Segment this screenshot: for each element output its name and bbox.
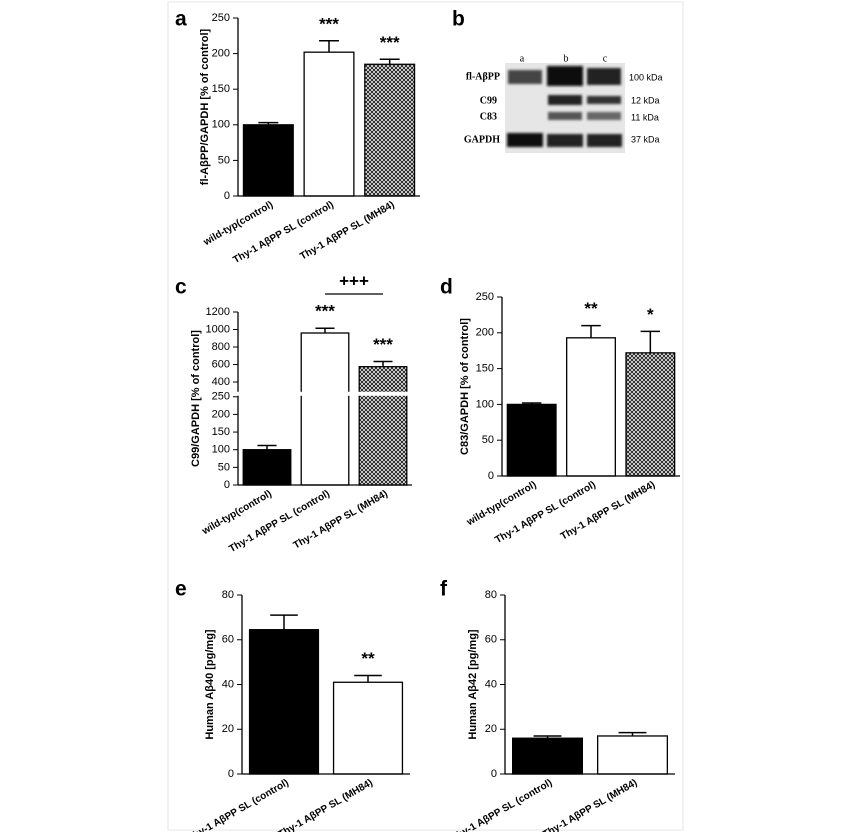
y-tick-label: 40: [222, 678, 234, 690]
blot-panel: b a b c fl-AβPP C99 C83 GAPDH 100 kDa 12…: [452, 8, 663, 153]
panel-letter: c: [175, 276, 187, 299]
row-label: fl-AβPP: [466, 71, 500, 82]
bar: [332, 681, 404, 775]
bar: [364, 63, 416, 197]
y-tick-label: 250: [212, 391, 230, 403]
y-tick-label: 0: [224, 190, 230, 202]
y-tick-label: 100: [476, 398, 494, 410]
annotation: ***: [380, 33, 400, 52]
bar: [512, 737, 584, 775]
annotation: ***: [373, 335, 393, 354]
x-tick-label: Thy-1 AβPP SL (MH84): [277, 777, 375, 832]
y-axis-label: Human Aβ40 [pg/mg]: [204, 629, 216, 740]
bar: [625, 352, 676, 477]
y-tick-label: 100: [212, 444, 230, 456]
bar: [303, 51, 355, 197]
y-tick-label: 400: [212, 376, 230, 388]
y-tick-label: 200: [212, 408, 230, 420]
y-tick-label: 200: [476, 327, 494, 339]
size-label: 11 kDa: [631, 112, 659, 122]
x-tick-label: Thy-1 AβPP SL (MH84): [559, 479, 657, 542]
y-tick-label: 150: [476, 363, 494, 375]
x-tick-label: Thy-1 AβPP SL (control): [227, 488, 331, 555]
y-tick-label: 50: [482, 434, 494, 446]
y-tick-label: 200: [212, 48, 230, 60]
lane-label: c: [603, 53, 608, 64]
row-label: C83: [480, 111, 497, 122]
annotation: *: [647, 305, 654, 324]
size-label: 37 kDa: [631, 134, 660, 144]
bar: [248, 629, 320, 775]
y-tick-label: 100: [212, 119, 230, 131]
annotation: ***: [319, 14, 339, 33]
panel-letter: d: [440, 276, 453, 299]
y-tick-label: 20: [222, 723, 234, 735]
bar: [300, 332, 350, 486]
chart-panel: a fl-AβPP/GAPDH [% of control] 0 50 100 150 20…: [175, 8, 420, 266]
y-tick-label: 80: [485, 589, 497, 601]
bar: [566, 337, 616, 477]
x-tick-label: Thy-1 AβPP SL (control): [231, 199, 335, 266]
panel-letter: b: [452, 8, 465, 31]
x-tick-label: Thy-1 AβPP SL (control): [186, 777, 290, 832]
y-tick-label: 150: [212, 83, 230, 95]
x-tick-label: Thy-1 AβPP SL (control): [450, 777, 554, 832]
y-tick-label: 80: [222, 589, 234, 601]
bar: [506, 403, 557, 477]
bar: [358, 366, 408, 486]
y-tick-label: 0: [488, 470, 494, 482]
y-axis-label: fl-AβPP/GAPDH [% of control]: [199, 28, 211, 185]
panel-letter: e: [175, 578, 187, 601]
y-tick-label: 0: [228, 768, 234, 780]
size-label: 12 kDa: [631, 95, 660, 105]
size-label: 100 kDa: [629, 72, 663, 82]
annotation: **: [584, 299, 598, 318]
y-tick-label: 800: [212, 341, 230, 353]
bar: [242, 449, 292, 486]
lane-label: a: [520, 53, 525, 64]
bar: [242, 124, 294, 197]
y-tick-label: 600: [212, 358, 230, 370]
y-axis-label: C99/GAPDH [% of control]: [190, 330, 202, 467]
y-tick-label: 0: [491, 768, 497, 780]
y-tick-label: 50: [218, 461, 230, 473]
y-tick-label: 60: [485, 634, 497, 646]
x-tick-label: Thy-1 AβPP SL (MH84): [541, 777, 639, 832]
y-tick-label: 60: [222, 634, 234, 646]
annotation: **: [361, 649, 375, 668]
y-tick-label: 250: [212, 12, 230, 24]
y-tick-label: 50: [218, 154, 230, 166]
chart-panel: c C99/GAPDH [% of control] 0 50 100 150 200 250…: [175, 271, 414, 555]
bar: [597, 735, 669, 775]
y-tick-label: 1200: [206, 306, 230, 318]
axis-break: [232, 391, 414, 396]
y-tick-label: 20: [485, 723, 497, 735]
chart-panel: f Human Aβ42 [pg/mg] 0 20 40 60 80 Thy-1 AβPP S…: [440, 578, 675, 832]
annotation: ***: [315, 302, 335, 321]
x-tick-label: Thy-1 AβPP SL (control): [493, 479, 597, 546]
y-axis-label: Human Aβ42 [pg/mg]: [467, 629, 479, 740]
row-label: GAPDH: [464, 134, 500, 145]
blot-bands: [507, 66, 622, 147]
y-tick-label: 40: [485, 678, 497, 690]
lane-label: b: [564, 53, 569, 64]
y-tick-label: 150: [212, 426, 230, 438]
panel-letter: f: [440, 578, 448, 601]
y-tick-label: 0: [224, 479, 230, 491]
row-label: C99: [480, 95, 497, 106]
annotation: +++: [339, 271, 369, 290]
chart-panel: d C83/GAPDH [% of control] 0 50 100 150 200 250…: [440, 276, 680, 546]
panel-letter: a: [175, 8, 187, 31]
figure-border: [167, 1, 684, 831]
y-tick-label: 1000: [206, 323, 230, 335]
y-axis-label: C83/GAPDH [% of control]: [459, 318, 471, 455]
chart-panel: e Human Aβ40 [pg/mg] 0 20 40 60 80 Thy-1 AβPP S…: [175, 578, 410, 832]
x-tick-label: Thy-1 AβPP SL (MH84): [292, 488, 390, 551]
y-tick-label: 250: [476, 291, 494, 303]
